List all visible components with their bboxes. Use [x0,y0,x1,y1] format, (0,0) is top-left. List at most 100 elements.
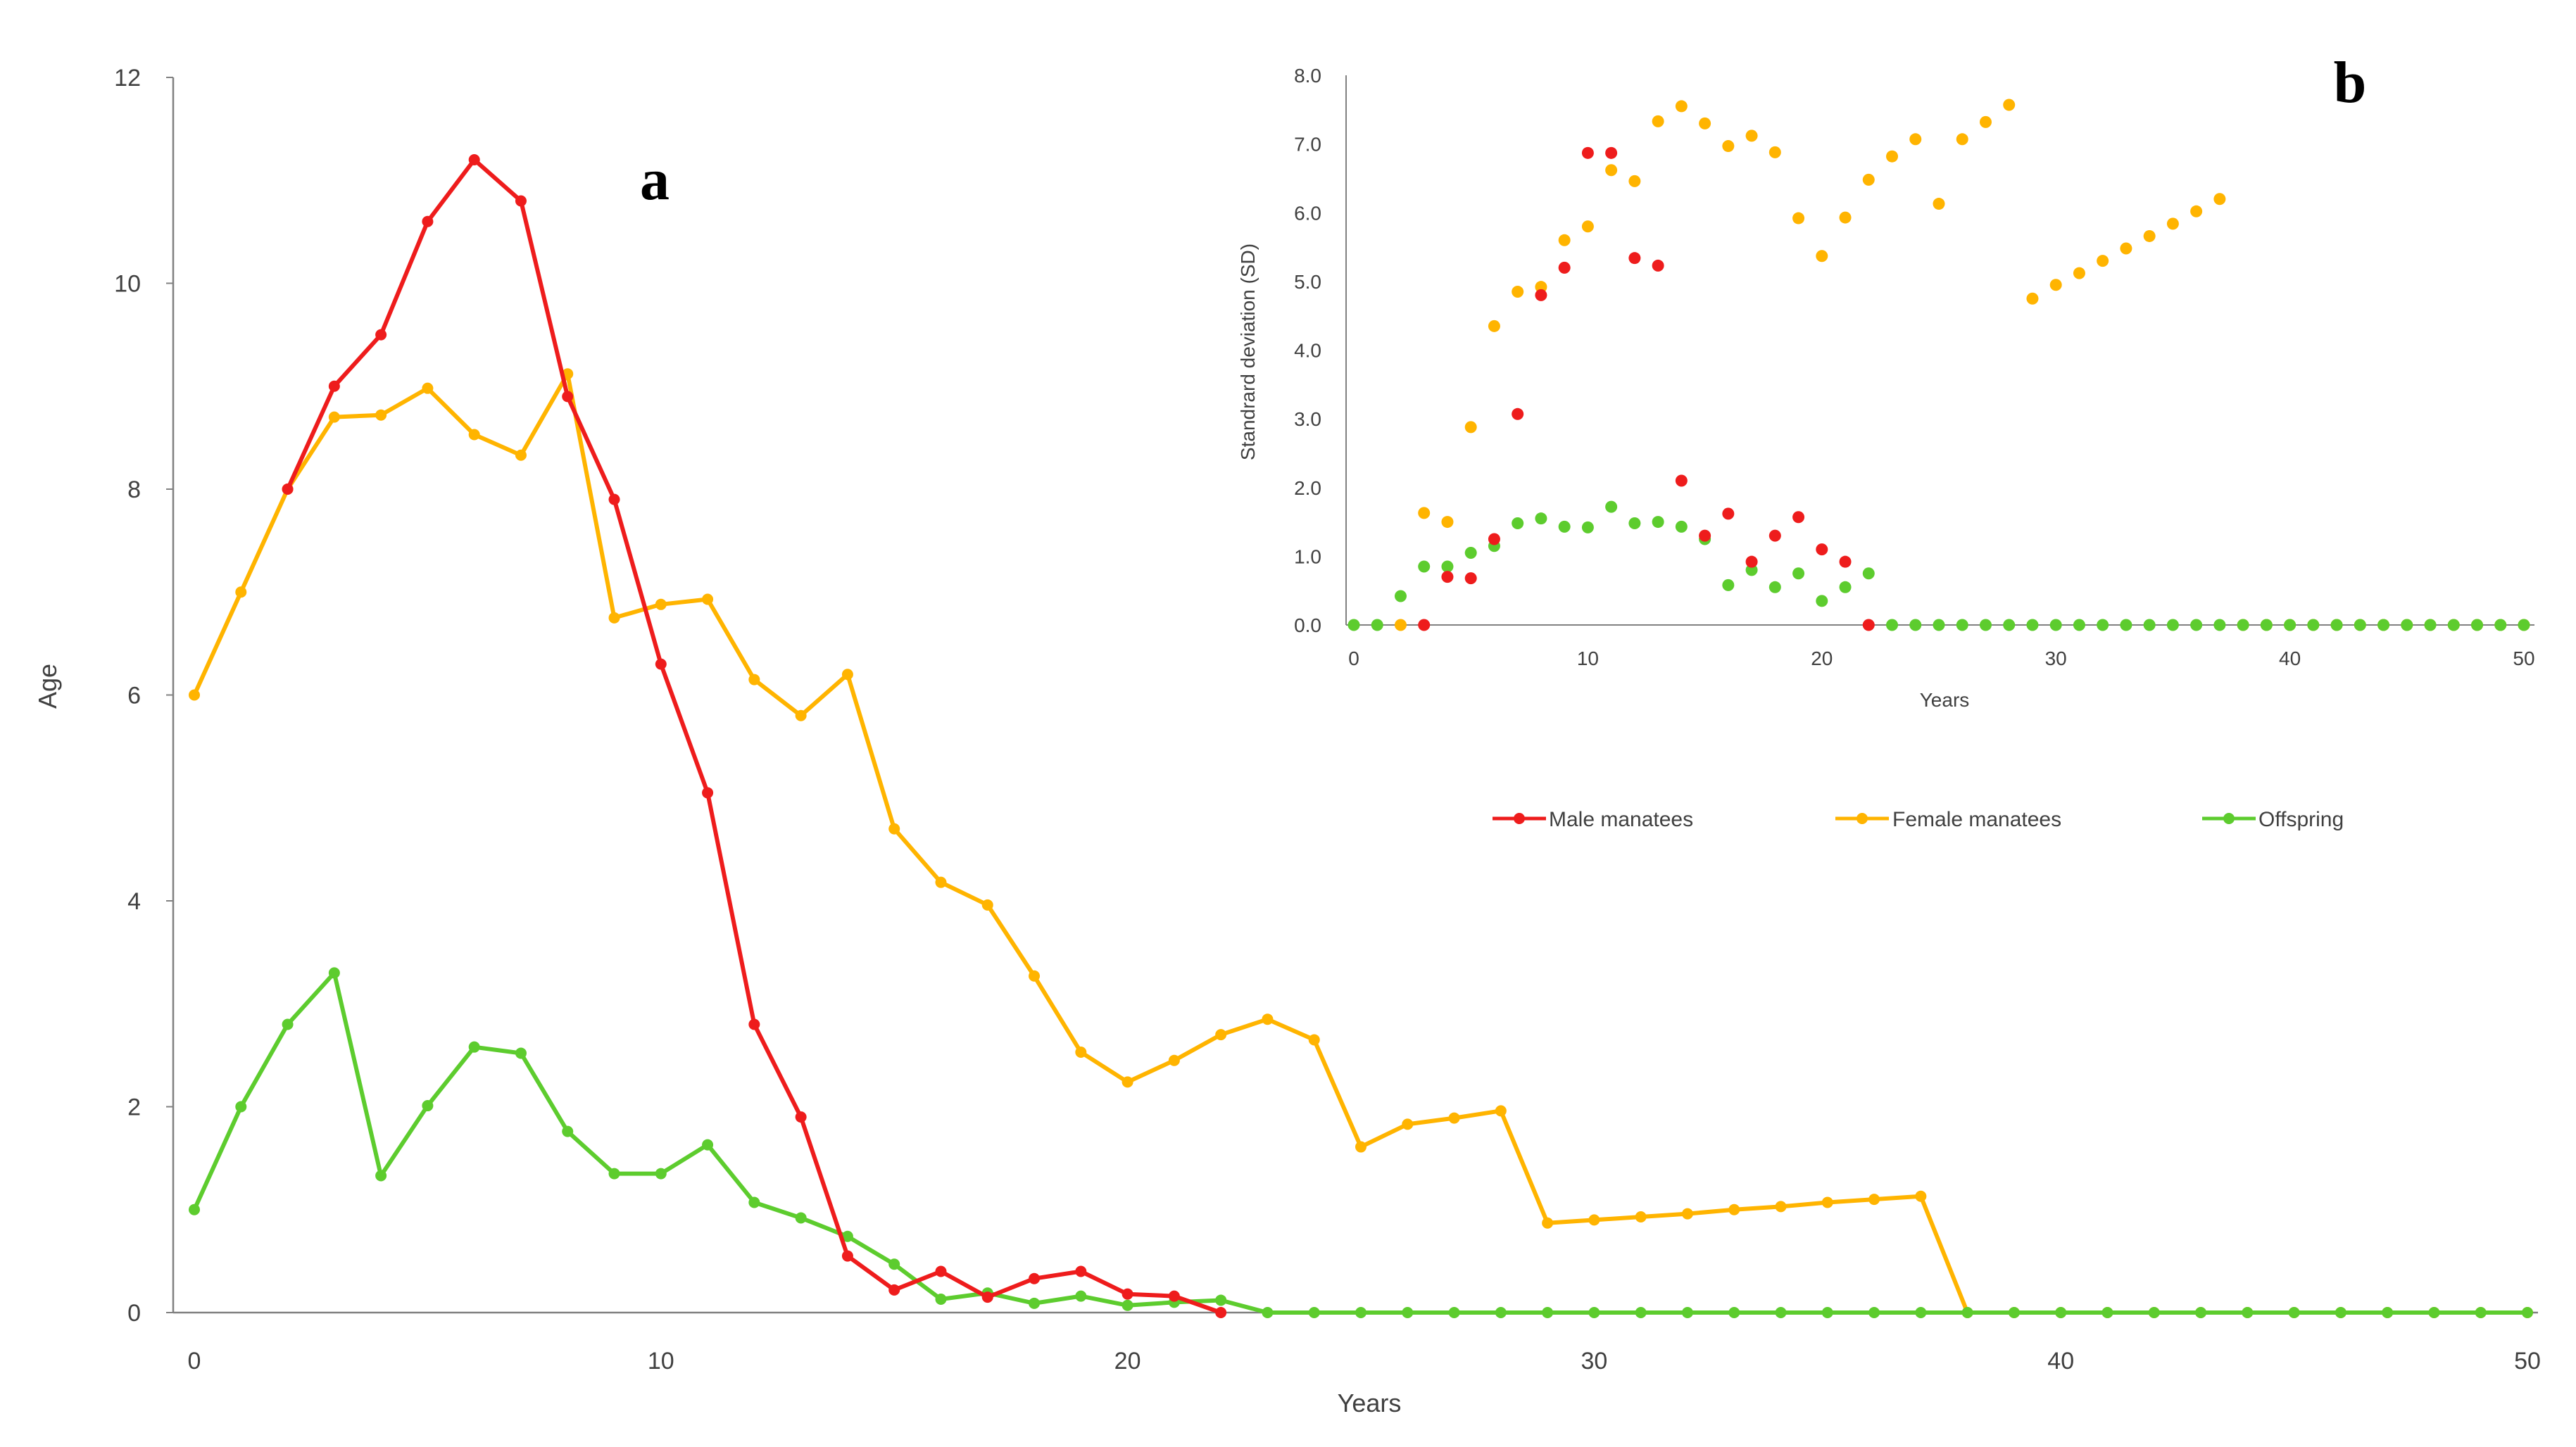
panel-a-point-female [235,586,247,598]
panel-b-point-offspring [1371,619,1383,631]
panel-a-point-male [1121,1288,1133,1300]
panel-b-x-tick-label: 30 [2045,647,2067,669]
legend-item-female: Female manatees [1835,808,2061,831]
panel-b-point-offspring [1886,619,1899,631]
panel-b-point-female [1862,173,1875,186]
panel-b-point-female [1722,140,1735,153]
panel-b-point-female [1464,421,1477,434]
panel-b-point-male [1816,543,1828,556]
legend-offspring-label: Offspring [2258,808,2344,831]
legend: Male manatees Female manatees Offspring [1493,808,2344,831]
panel-b-point-offspring [1745,564,1758,576]
panel-a-point-offspring [2148,1307,2160,1318]
panel-b-point-female [1792,212,1805,225]
panel-a-y-tick-label: 8 [127,476,141,503]
panel-a-point-female [1121,1076,1133,1088]
panel-b-point-offspring [1652,516,1664,529]
panel-b-point-offspring [2073,619,2085,631]
panel-a-point-female [1681,1208,1693,1220]
panel-a-point-offspring [468,1041,480,1053]
panel-a-label: a [640,147,670,213]
panel-b-point-male [1464,572,1477,585]
panel-a-point-offspring [2101,1307,2113,1318]
panel-a-point-female [375,409,387,421]
panel-a-series-offspring [189,967,2533,1318]
panel-b: 0.01.02.03.04.05.06.07.08.0 0 10 20 30 40 50 … [1237,50,2535,711]
panel-a-point-male [981,1291,993,1303]
panel-a-point-female [935,876,947,888]
panel-b-point-offspring [2213,619,2226,631]
panel-b-point-female [1839,211,1852,224]
panel-a-point-offspring [795,1212,807,1224]
panel-a-point-offspring [841,1230,853,1242]
panel-a-point-male [282,484,294,495]
panel-b-point-female [1605,164,1618,177]
panel-b-point-female [2143,229,2156,242]
panel-b-point-offspring [2097,619,2109,631]
panel-a-series-male [282,154,1227,1318]
panel-b-y-tick-label: 2.0 [1294,477,1321,499]
panel-b-x-tick-label: 0 [1348,647,1359,669]
panel-a-point-offspring [748,1196,760,1208]
panel-b-point-female [1675,100,1688,113]
panel-a-point-male [328,380,340,392]
panel-a-point-offspring [888,1258,900,1270]
panel-a-point-offspring [1542,1307,1554,1318]
panel-a-point-female [841,669,853,681]
panel-a-x-tick-label: 50 [2514,1348,2541,1375]
panel-b-point-male [1535,289,1547,301]
panel-b-point-female [1933,198,1945,210]
panel-b-point-offspring [2377,619,2390,631]
panel-b-point-offspring [1816,595,1828,607]
panel-a-point-offspring [1915,1307,1927,1318]
panel-b-point-male [1512,407,1524,420]
panel-a-point-offspring [1681,1307,1693,1318]
panel-b-point-offspring [2307,619,2320,631]
panel-b-point-female [2026,292,2039,305]
panel-b-x-tick-label: 50 [2513,647,2534,669]
panel-a-point-female [888,823,900,835]
panel-a-point-offspring [1121,1299,1133,1311]
panel-b-point-offspring [1628,517,1641,530]
panel-b-series-male [1418,146,1875,631]
legend-male-label: Male manatees [1549,808,1693,831]
panel-b-point-male [1792,511,1805,524]
panel-a-point-offspring [1402,1307,1414,1318]
legend-item-male: Male manatees [1493,808,1693,831]
panel-a-point-offspring [1635,1307,1647,1318]
panel-b-point-offspring [1558,520,1571,533]
panel-b-y-tick-label: 6.0 [1294,202,1321,224]
panel-b-point-female [2190,205,2203,217]
panel-b-point-offspring [1675,520,1688,533]
panel-b-point-male [1628,252,1641,265]
panel-a-point-male [562,391,574,403]
panel-a-point-offspring [2008,1307,2020,1318]
panel-a: 0 2 4 6 8 10 12 0 10 20 30 40 50 Years Age a [33,65,2541,1417]
panel-a-point-female [1355,1141,1366,1153]
panel-a-point-offspring [1075,1290,1087,1302]
panel-a-point-offspring [515,1047,527,1059]
panel-b-x-tick-label: 10 [1577,647,1599,669]
panel-a-point-offspring [1728,1307,1740,1318]
panel-a-point-offspring [2335,1307,2346,1318]
panel-a-point-male [1168,1290,1180,1302]
panel-b-point-offspring [1394,590,1407,602]
panel-a-point-female [1542,1217,1554,1229]
panel-b-point-male [1488,533,1500,545]
panel-a-point-male [1215,1307,1227,1318]
panel-b-point-female [2120,242,2132,255]
panel-b-point-male [1441,571,1454,583]
panel-b-point-male [1699,529,1711,542]
panel-b-point-offspring [2049,619,2062,631]
panel-b-x-axis-title: Years [1920,689,1970,711]
panel-a-point-female [981,899,993,911]
panel-b-point-offspring [2237,619,2249,631]
panel-b-x-tick-label: 40 [2279,647,2301,669]
panel-a-y-tick-label: 10 [114,271,141,298]
panel-b-x-tick-label: 20 [1811,647,1833,669]
panel-a-x-tick-label: 30 [1581,1348,1607,1375]
panel-b-point-offspring [2026,619,2039,631]
panel-b-point-female [2073,267,2085,279]
panel-b-point-offspring [2354,619,2366,631]
